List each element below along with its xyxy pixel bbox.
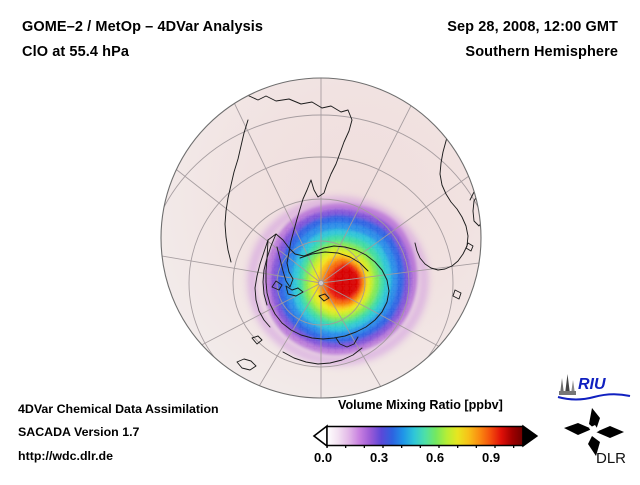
dlr-logo-text: DLR xyxy=(596,450,626,466)
colorbar-gradient xyxy=(326,425,524,447)
colorbar-label-2: 0.6 xyxy=(426,450,445,465)
colorbar-left-arrow xyxy=(312,424,328,448)
colorbar-label-3: 0.9 xyxy=(482,450,501,465)
colorbar-right-arrow xyxy=(522,424,539,448)
south-pole-marker xyxy=(317,279,324,286)
colorbar-label-0: 0.0 xyxy=(314,450,333,465)
riu-swoosh-icon xyxy=(557,393,631,401)
colorbar-svg xyxy=(312,424,539,451)
timestamp-label: Sep 28, 2008, 12:00 GMT xyxy=(447,19,618,35)
colorbar-label-1: 0.3 xyxy=(370,450,389,465)
globe-outline xyxy=(160,77,482,399)
riu-logo: RIU xyxy=(556,372,632,402)
footer-line-url[interactable]: http://wdc.dlr.de xyxy=(18,449,113,463)
colorbar-title: Volume Mixing Ratio [ppbv] xyxy=(338,398,503,412)
dlr-propeller-icon xyxy=(564,408,624,456)
footer-line-assimilation: 4DVar Chemical Data Assimilation xyxy=(18,402,219,416)
riu-logo-text: RIU xyxy=(578,376,606,393)
dlr-logo: DLR xyxy=(562,406,632,467)
riu-spires-icon xyxy=(559,374,576,395)
coastlines xyxy=(195,87,481,371)
colorbar xyxy=(312,424,540,451)
page-title-line1: GOME–2 / MetOp – 4DVar Analysis xyxy=(22,19,264,35)
footer-line-version: SACADA Version 1.7 xyxy=(18,425,140,439)
page-title-line2: ClO at 55.4 hPa xyxy=(22,44,130,60)
hemisphere-label: Southern Hemisphere xyxy=(465,44,618,60)
